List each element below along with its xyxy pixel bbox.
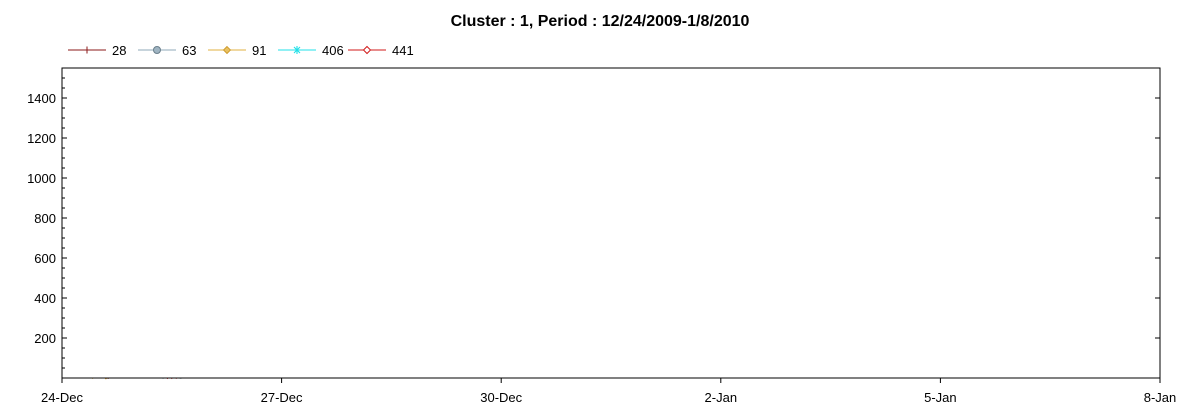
legend-item-91: 91	[208, 43, 266, 58]
legend-label: 441	[392, 43, 414, 58]
data-point	[222, 45, 232, 55]
legend-item-28: 28	[68, 43, 126, 58]
data-point	[83, 46, 91, 54]
legend-label: 28	[112, 43, 126, 58]
legend-item-63: 63	[138, 43, 196, 58]
data-point	[293, 46, 301, 54]
legend: 28 63 91 406 441	[68, 43, 414, 58]
axes: 200 400 600 800 1000 1200 1400 24-Dec 27-Dec 30-D…	[27, 67, 1177, 405]
y-tick-label: 400	[34, 291, 56, 306]
x-tick-label: 5-Jan	[924, 390, 957, 405]
legend-label: 406	[322, 43, 344, 58]
y-tick-label: 600	[34, 251, 56, 266]
x-tick-label: 30-Dec	[480, 390, 522, 405]
x-tick-label: 2-Jan	[705, 390, 738, 405]
y-tick-label: 1000	[27, 171, 56, 186]
chart-title: Cluster : 1, Period : 12/24/2009-1/8/201…	[451, 13, 750, 30]
x-tick-label: 24-Dec	[41, 390, 83, 405]
x-tick-label: 8-Jan	[1144, 390, 1177, 405]
plot-frame	[61, 67, 1161, 379]
y-tick-label: 1200	[27, 131, 56, 146]
data-point	[362, 45, 372, 55]
y-tick-label: 1400	[27, 91, 56, 106]
y-tick-label: 800	[34, 211, 56, 226]
data-point	[153, 46, 161, 54]
legend-item-406: 406	[278, 43, 344, 58]
y-tick-label: 200	[34, 331, 56, 346]
x-tick-label: 27-Dec	[261, 390, 303, 405]
legend-item-441: 441	[348, 43, 414, 58]
legend-label: 91	[252, 43, 266, 58]
legend-label: 63	[182, 43, 196, 58]
